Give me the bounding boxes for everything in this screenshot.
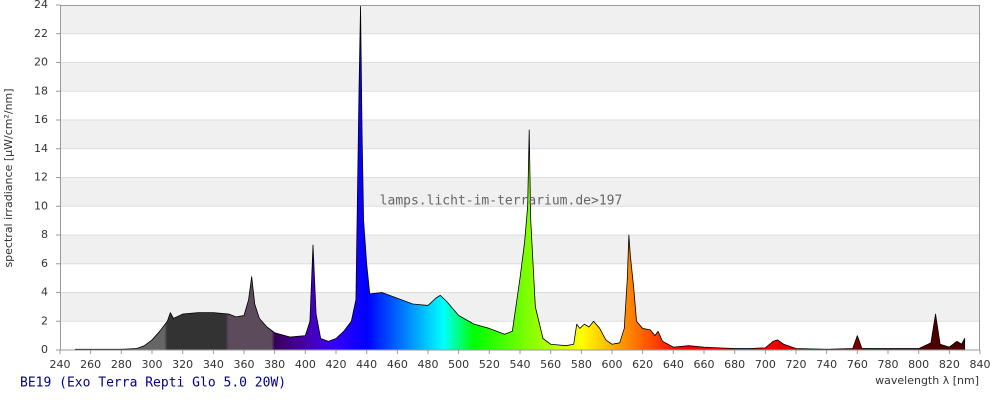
x-tick-label: 720 (786, 358, 807, 371)
x-tick-label: 240 (50, 358, 71, 371)
grid-band (60, 235, 980, 264)
x-tick-label: 520 (479, 358, 500, 371)
x-tick-label: 560 (540, 358, 561, 371)
x-tick-label: 660 (694, 358, 715, 371)
grid-band (60, 177, 980, 207)
x-tick-label: 320 (172, 358, 193, 371)
x-tick-label: 700 (755, 358, 776, 371)
y-tick-label: 2 (41, 314, 48, 327)
x-tick-label: 740 (816, 358, 837, 371)
subtitle: BE19 (Exo Terra Repti Glo 5.0 20W) (20, 376, 286, 391)
x-tick-label: 840 (970, 358, 991, 371)
x-tick-label: 460 (387, 358, 408, 371)
y-tick-label: 18 (34, 84, 48, 97)
x-tick-label: 640 (663, 358, 684, 371)
x-tick-label: 540 (510, 358, 531, 371)
grid-band (60, 62, 980, 92)
y-tick-label: 16 (34, 113, 48, 126)
x-tick-label: 420 (326, 358, 347, 371)
x-tick-label: 760 (847, 358, 868, 371)
x-tick-label: 440 (356, 358, 377, 371)
x-tick-label: 580 (571, 358, 592, 371)
x-tick-label: 820 (939, 358, 960, 371)
x-tick-label: 400 (295, 358, 316, 371)
grid-band (60, 33, 980, 63)
y-tick-label: 4 (41, 286, 48, 299)
y-tick-label: 20 (34, 56, 48, 69)
grid-band (60, 5, 980, 34)
x-tick-label: 800 (908, 358, 929, 371)
grid-band (60, 91, 980, 120)
x-axis-label: wavelength λ [nm] (875, 374, 979, 387)
watermark: lamps.licht-im-terrarium.de>197 (380, 194, 623, 209)
y-tick-label: 24 (34, 0, 48, 11)
y-tick-label: 0 (41, 343, 48, 356)
x-tick-label: 780 (878, 358, 899, 371)
x-tick-label: 360 (234, 358, 255, 371)
x-tick-label: 500 (448, 358, 469, 371)
spectrum-area (74, 6, 966, 351)
y-tick-label: 22 (34, 27, 48, 40)
x-tick-label: 280 (111, 358, 132, 371)
x-tick-label: 600 (602, 358, 623, 371)
grid-band (60, 206, 980, 235)
y-tick-label: 14 (34, 142, 48, 155)
x-tick-label: 480 (418, 358, 439, 371)
y-tick-label: 10 (34, 199, 48, 212)
y-tick-label: 6 (41, 257, 48, 270)
x-tick-label: 680 (724, 358, 745, 371)
x-tick-label: 300 (142, 358, 163, 371)
y-axis-label: spectral irradiance [µW/cm²/nm] (2, 88, 15, 267)
x-tick-label: 340 (203, 358, 224, 371)
grid-band (60, 120, 980, 149)
x-tick-label: 260 (80, 358, 101, 371)
x-tick-label: 620 (632, 358, 653, 371)
x-tick-label: 380 (264, 358, 285, 371)
grid-band (60, 148, 980, 178)
y-tick-label: 8 (41, 228, 48, 241)
y-tick-label: 12 (34, 171, 48, 184)
